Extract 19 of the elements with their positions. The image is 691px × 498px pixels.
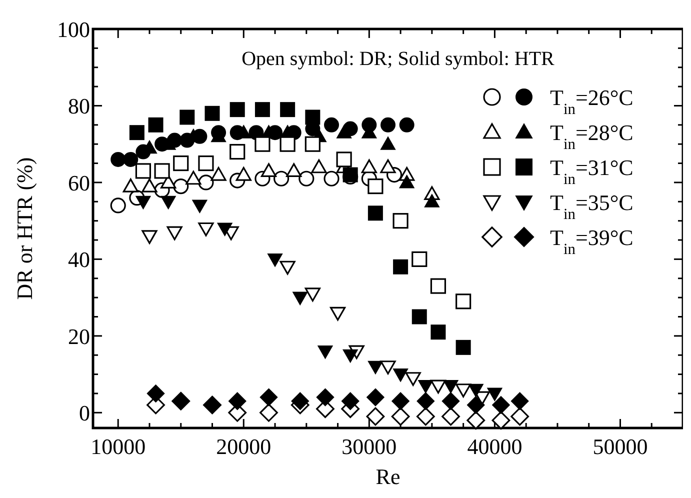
legend-label: T$_{in}$=26°C — [550, 85, 634, 118]
x-tick-label: 20000 — [216, 434, 272, 459]
x-tick-label: 40000 — [467, 434, 522, 459]
legend-label: T$_{in}$=35°C — [550, 190, 634, 222]
x-axis-title: Re — [376, 464, 400, 489]
x-tick-label: 10000 — [90, 434, 146, 459]
y-tick-label: 60 — [68, 170, 90, 196]
y-tick-label: 100 — [57, 17, 90, 42]
y-axis-title: DR or HTR (%) — [12, 157, 37, 300]
legend-title: Open symbol: DR; Solid symbol: HTR — [242, 48, 556, 70]
y-tick-label: 0 — [79, 400, 90, 426]
y-tick-label: 80 — [68, 94, 90, 119]
legend-label: T$_{in}$=28°C — [550, 120, 634, 152]
legend-label: T$_{in}$=31°C — [550, 155, 634, 188]
y-tick-label: 40 — [68, 247, 90, 272]
legend-label: T$_{in}$=39°C — [550, 225, 634, 258]
y-tick-label: 20 — [68, 324, 90, 349]
x-tick-label: 50000 — [592, 434, 648, 459]
x-tick-label: 30000 — [342, 434, 397, 459]
